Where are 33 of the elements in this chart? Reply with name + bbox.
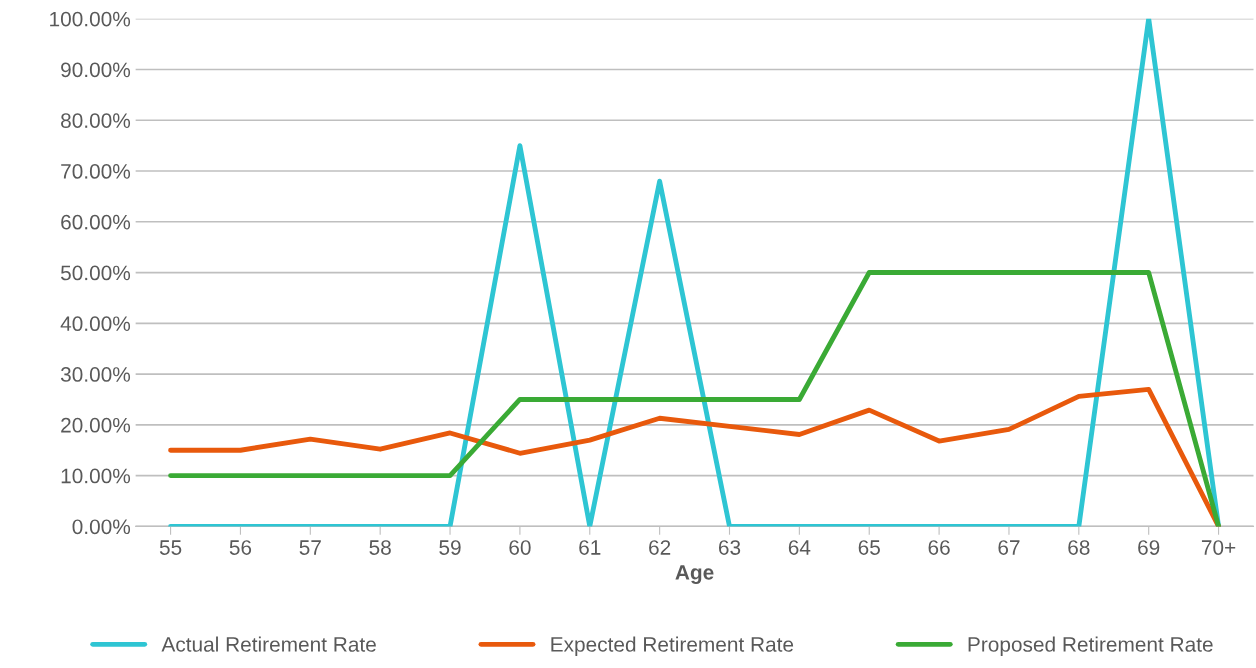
line-series bbox=[168, 18, 1221, 527]
x-tick-label: 60 bbox=[509, 540, 531, 555]
x-tick-label: 63 bbox=[718, 540, 741, 555]
x-tick-label: 58 bbox=[369, 540, 391, 555]
line-series bbox=[168, 270, 1221, 527]
x-tick-label: 56 bbox=[229, 540, 252, 555]
y-tick-label: 60.00% bbox=[61, 214, 131, 230]
x-tick-label: 59 bbox=[439, 540, 461, 555]
x-tick-label: 55 bbox=[159, 540, 182, 555]
x-tick-label: 65 bbox=[858, 540, 880, 555]
y-tick-label: 0.00% bbox=[72, 519, 131, 535]
x-tick-label: 70+ bbox=[1201, 540, 1236, 555]
x-tick-label: 66 bbox=[928, 540, 950, 555]
x-axis-title: Age bbox=[675, 565, 714, 584]
y-tick-label: 10.00% bbox=[61, 468, 131, 484]
y-tick-label: 40.00% bbox=[60, 316, 131, 332]
x-tick-label: 64 bbox=[788, 540, 811, 555]
x-tick-label: 57 bbox=[299, 540, 321, 555]
x-tick-label: 62 bbox=[649, 540, 671, 555]
y-tick-label: 100.00% bbox=[50, 11, 131, 27]
x-tick-label: 67 bbox=[998, 540, 1020, 555]
x-tick-label: 61 bbox=[579, 540, 601, 555]
x-tick-label: 69 bbox=[1138, 540, 1160, 555]
legend-label: Actual Retirement Rate bbox=[161, 636, 376, 652]
y-tick-label: 90.00% bbox=[61, 62, 131, 78]
legend-label: Expected Retirement Rate bbox=[551, 636, 794, 656]
legend-label: Proposed Retirement Rate bbox=[968, 636, 1213, 656]
y-tick-label: 20.00% bbox=[61, 417, 131, 433]
y-tick-label: 80.00% bbox=[61, 113, 131, 128]
y-tick-label: 30.00% bbox=[60, 367, 131, 382]
x-tick-label: 68 bbox=[1068, 540, 1090, 555]
y-tick-label: 50.00% bbox=[60, 265, 131, 281]
y-tick-label: 70.00% bbox=[61, 164, 131, 179]
